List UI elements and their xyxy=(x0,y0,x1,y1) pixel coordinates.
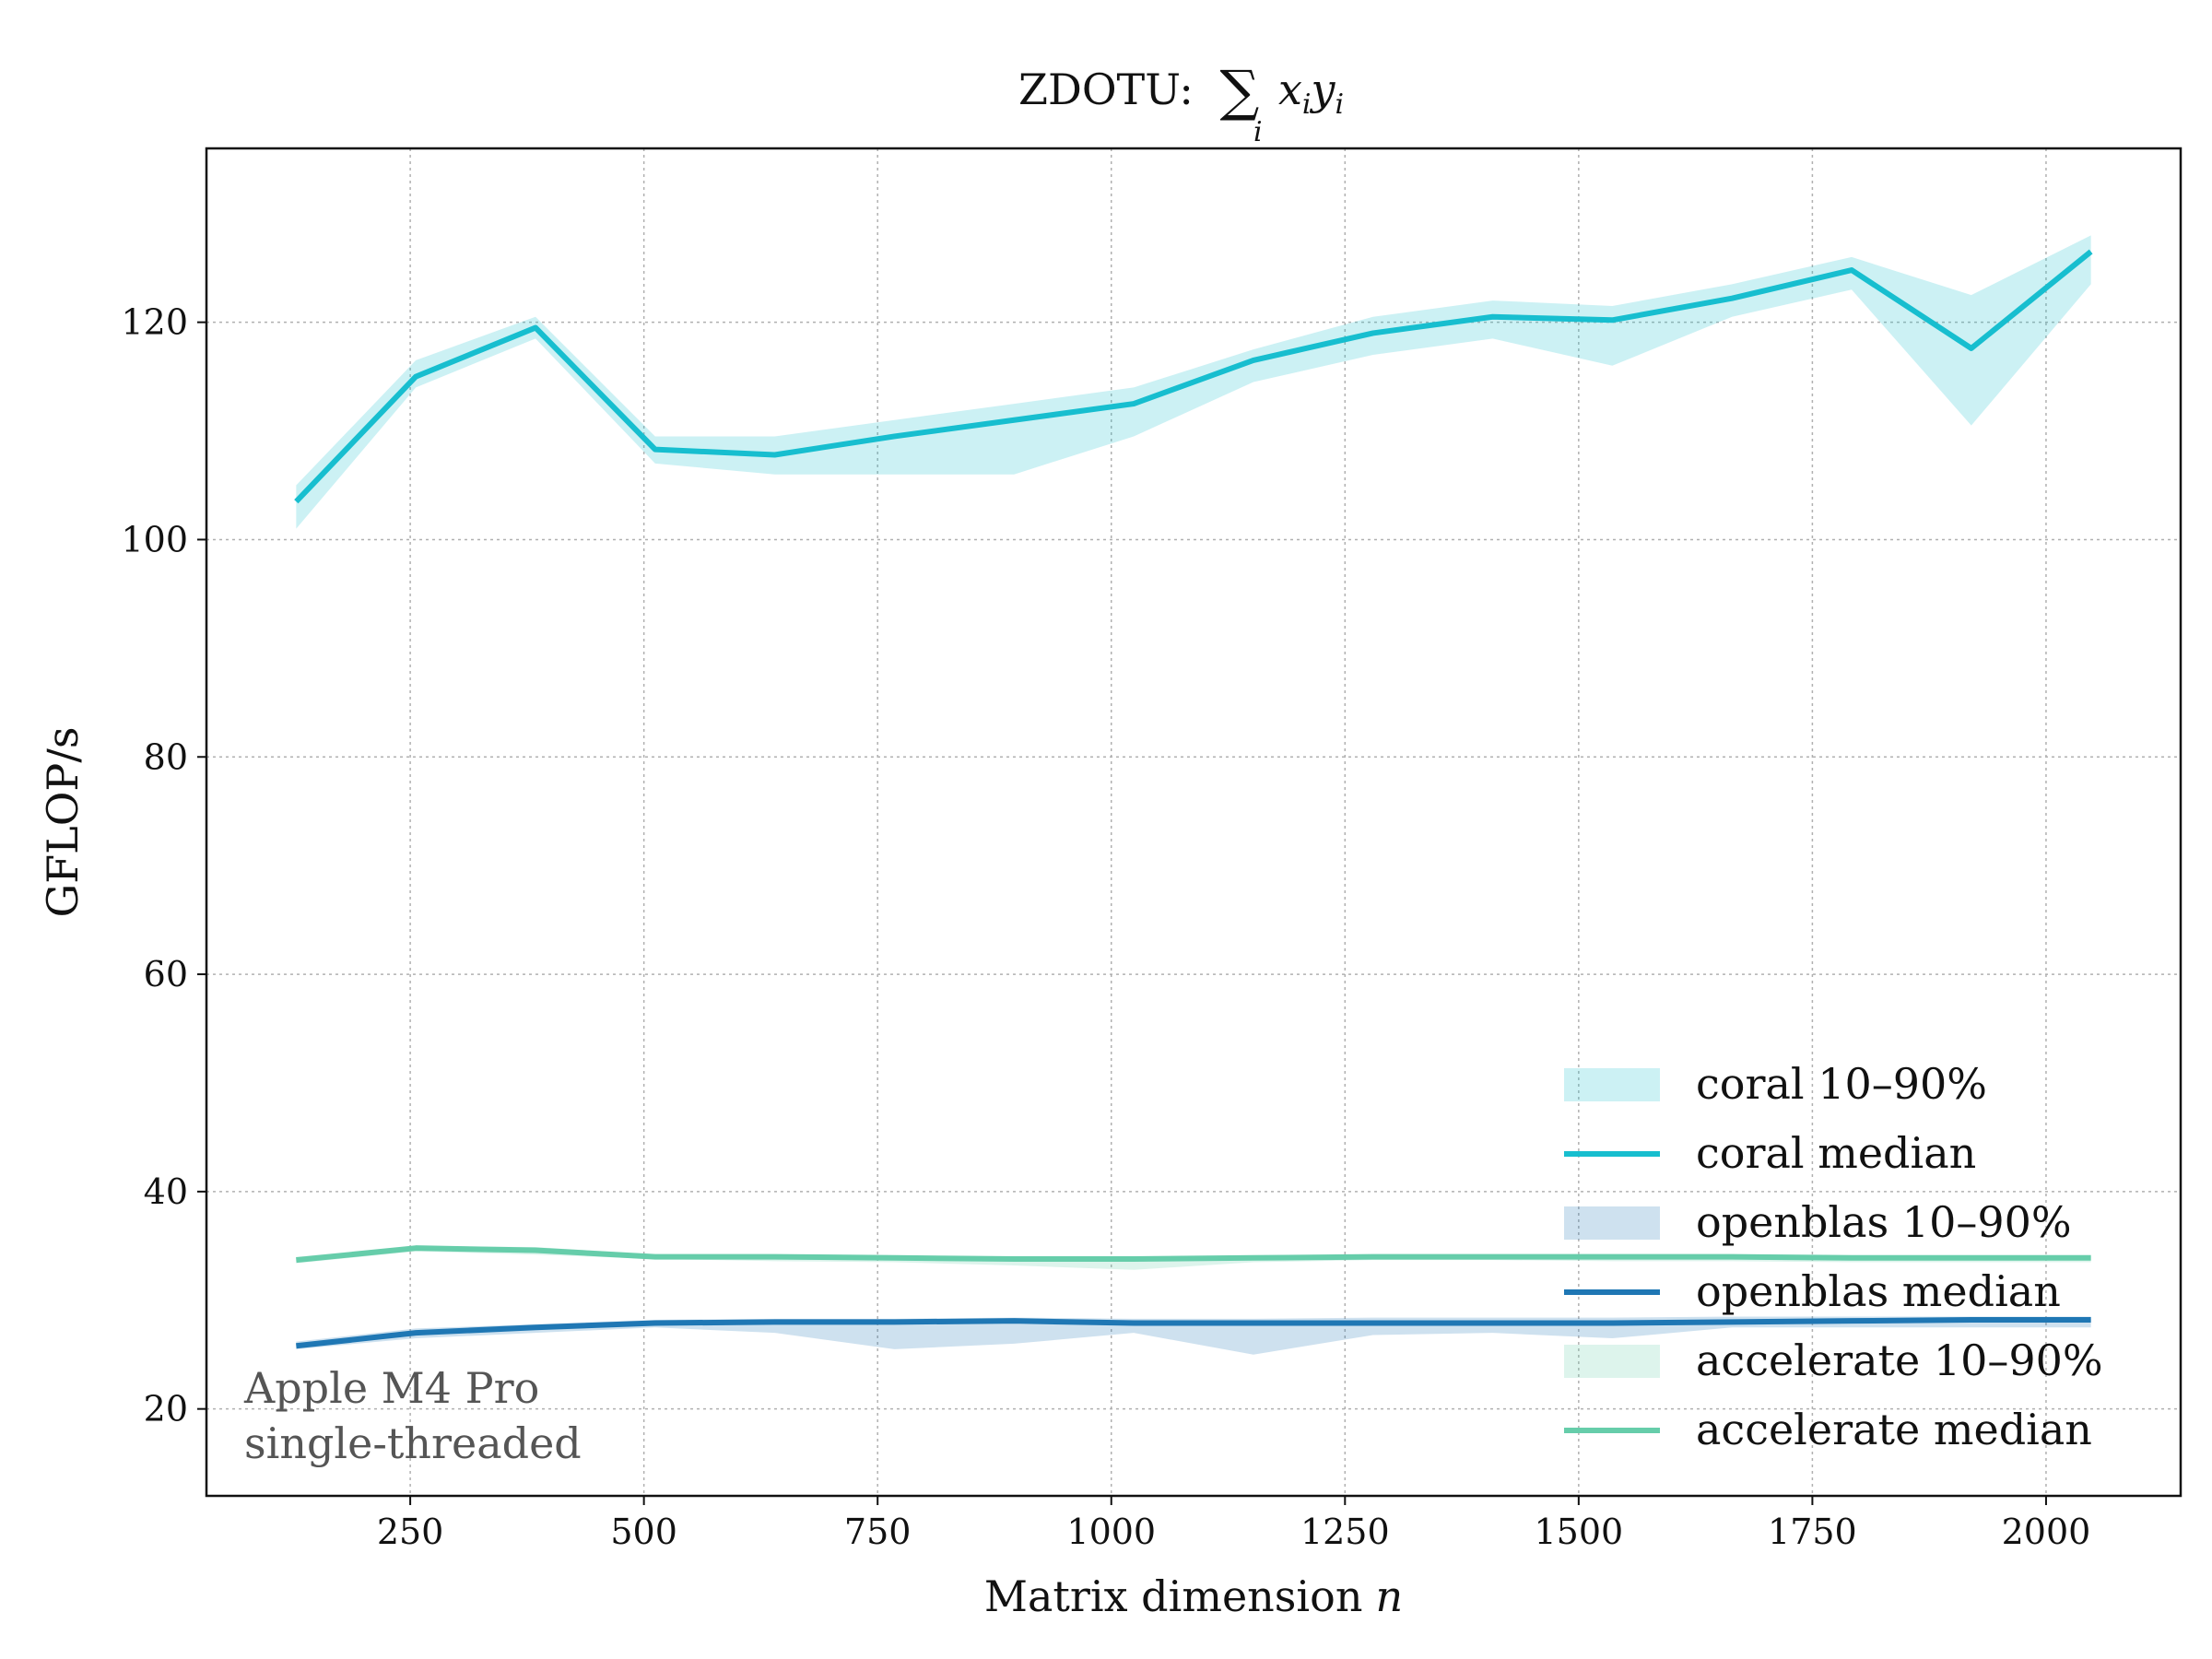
title-expr-x: x xyxy=(1277,65,1302,114)
x-tick-label: 500 xyxy=(610,1512,677,1552)
accelerate-median-line xyxy=(296,1245,2091,1264)
legend-label: coral 10–90% xyxy=(1696,1059,1987,1109)
y-axis-label: GFLOP/s xyxy=(38,727,88,918)
y-tick-label: 100 xyxy=(121,519,188,559)
title-expr-x-sub: i xyxy=(1301,88,1312,122)
y-tick-label: 80 xyxy=(144,736,188,777)
legend-label: openblas median xyxy=(1696,1266,2061,1316)
y-tick-label: 20 xyxy=(144,1389,188,1430)
y-tick-label: 60 xyxy=(144,954,188,994)
title-text: ZDOTU: xyxy=(1018,65,1194,114)
annotation-line-2: single-threaded xyxy=(244,1418,582,1468)
x-tick-label: 2000 xyxy=(2002,1512,2091,1552)
ticks-layer: 250 500 750 1000 1250 1500 1750 2000 20 40 60 80 100… xyxy=(121,302,2090,1552)
legend-label: openblas 10–90% xyxy=(1696,1197,2072,1247)
y-tick-label: 40 xyxy=(144,1171,188,1212)
openblas-median-line xyxy=(296,1316,2091,1349)
x-tick-label: 1750 xyxy=(1768,1512,1857,1552)
grid xyxy=(206,148,2181,1496)
annotation-line-1: Apple M4 Pro xyxy=(243,1363,539,1413)
title-sum-subscript: i xyxy=(1253,116,1263,148)
x-tick-label: 1500 xyxy=(1534,1512,1623,1552)
chart-title: ZDOTU: ∑ i xiyi xyxy=(1018,53,1345,148)
legend: coral 10–90% coral median openblas 10–90% o… xyxy=(1564,1059,2103,1454)
legend-swatch-coral-band xyxy=(1564,1068,1660,1101)
x-tick-label: 1250 xyxy=(1300,1512,1390,1552)
legend-label: accelerate median xyxy=(1696,1405,2092,1454)
title-sum-operator: ∑ xyxy=(1219,59,1260,124)
x-tick-label: 1000 xyxy=(1066,1512,1156,1552)
y-tick-label: 120 xyxy=(121,302,188,343)
x-tick-label: 750 xyxy=(844,1512,912,1552)
legend-swatch-accelerate-band xyxy=(1564,1345,1660,1378)
title-expr-y-sub: i xyxy=(1335,88,1345,122)
openblas-band xyxy=(296,1316,2091,1355)
median-lines-layer xyxy=(294,249,2093,1349)
legend-swatch-openblas-band xyxy=(1564,1206,1660,1240)
legend-label: coral median xyxy=(1696,1128,1976,1178)
legend-label: accelerate 10–90% xyxy=(1696,1335,2103,1385)
title-expr-y: y xyxy=(1311,65,1335,114)
coral-median-line xyxy=(294,249,2093,504)
plot-frame xyxy=(205,147,2183,1498)
x-tick-label: 250 xyxy=(377,1512,444,1552)
bands-layer xyxy=(296,235,2091,1355)
x-axis-label: Matrix dimension n xyxy=(984,1571,1403,1621)
